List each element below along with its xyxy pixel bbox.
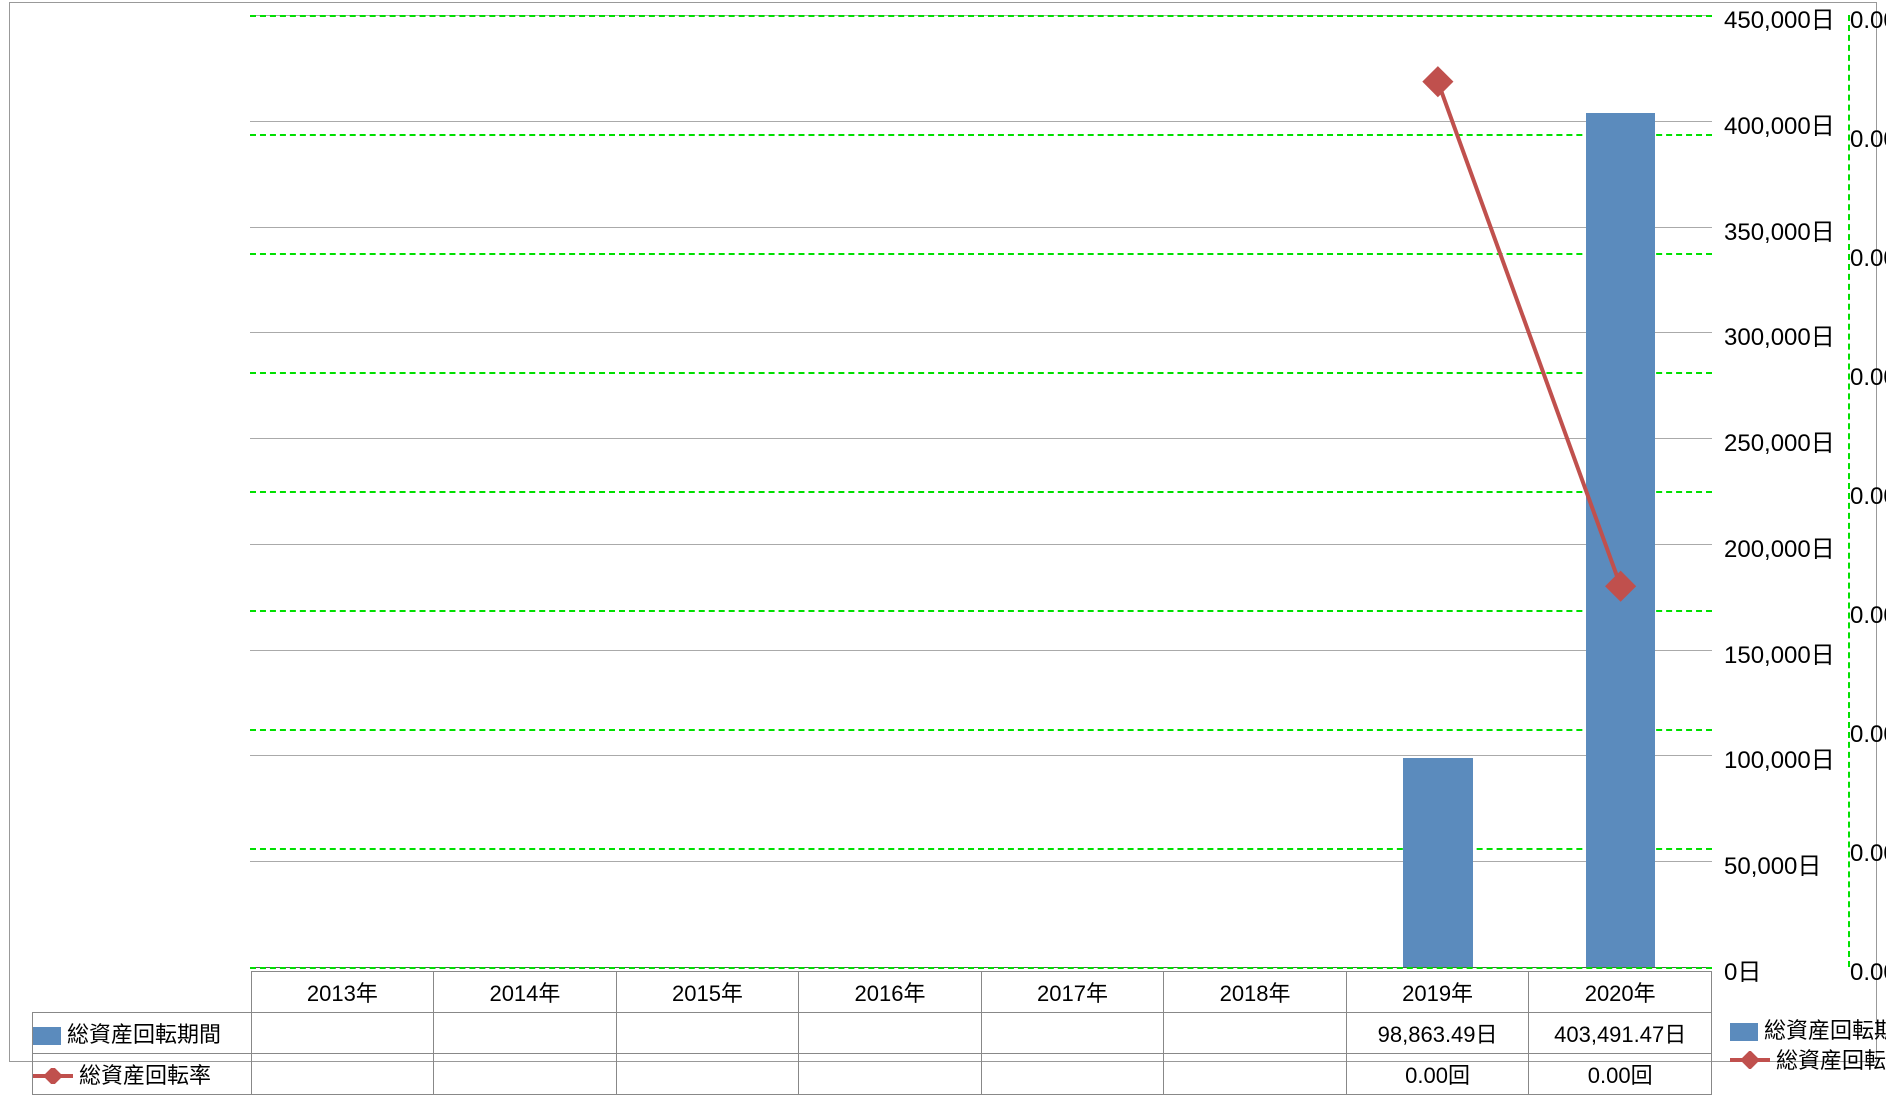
- table-cell: 403,491.47日: [1529, 1013, 1712, 1054]
- table-col-header: 2017年: [981, 972, 1164, 1013]
- table-cell: [981, 1013, 1164, 1054]
- data-table-body: 2013年2014年2015年2016年2017年2018年2019年2020年…: [33, 972, 1712, 1095]
- table-cell: [616, 1054, 799, 1095]
- y1-tick-label: 150,000日: [1724, 635, 1835, 670]
- bar-swatch-icon: [33, 1027, 61, 1045]
- table-header-row: 2013年2014年2015年2016年2017年2018年2019年2020年: [33, 972, 1712, 1013]
- table-cell: [434, 1054, 617, 1095]
- row-header-bar: 総資産回転期間: [33, 1013, 252, 1054]
- gridline-y2: [250, 967, 1712, 969]
- chart-frame: 2013年2014年2015年2016年2017年2018年2019年2020年…: [9, 2, 1877, 1062]
- y2-tick-label: 0.00回: [1850, 0, 1886, 35]
- table-col-header: 2019年: [1346, 972, 1529, 1013]
- y2-tick-label: 0.00回: [1850, 357, 1886, 392]
- table-cell: 98,863.49日: [1346, 1013, 1529, 1054]
- table-col-header: 2020年: [1529, 972, 1712, 1013]
- table-col-header: 2018年: [1164, 972, 1347, 1013]
- table-col-header: 2016年: [799, 972, 982, 1013]
- y2-tick-label: 0.00回: [1850, 238, 1886, 273]
- y1-tick-label: 250,000日: [1724, 423, 1835, 458]
- table-cell: [434, 1013, 617, 1054]
- table-row: 総資産回転期間 98,863.49日403,491.47日: [33, 1013, 1712, 1054]
- legend-line: 総資産回転率: [1730, 1043, 1886, 1075]
- table-cell: 0.00回: [1346, 1054, 1529, 1095]
- y1-tick-label: 400,000日: [1724, 106, 1835, 141]
- y2-tick-label: 0.00回: [1850, 833, 1886, 868]
- y2-tick-label: 0.00回: [1850, 119, 1886, 154]
- line-marker: [1605, 571, 1636, 602]
- table-corner: [33, 972, 252, 1013]
- table-row: 総資産回転率 0.00回0.00回: [33, 1054, 1712, 1095]
- line-swatch-icon: [33, 1064, 73, 1090]
- data-table: 2013年2014年2015年2016年2017年2018年2019年2020年…: [32, 971, 1712, 1095]
- table-cell: [799, 1054, 982, 1095]
- table-cell: [616, 1013, 799, 1054]
- y1-tick-label: 350,000日: [1724, 212, 1835, 247]
- y1-tick-label: 450,000日: [1724, 0, 1835, 35]
- legend-bar: 総資産回転期間: [1730, 1013, 1886, 1045]
- row-header-line: 総資産回転率: [33, 1054, 252, 1095]
- line-marker: [1422, 66, 1453, 97]
- table-cell: 0.00回: [1529, 1054, 1712, 1095]
- table-cell: [1164, 1054, 1347, 1095]
- y2-tick-label: 0.00回: [1850, 476, 1886, 511]
- line-series: [250, 15, 1712, 967]
- table-cell: [981, 1054, 1164, 1095]
- y2-tick-label: 0.00回: [1850, 595, 1886, 630]
- y1-tick-label: 0日: [1724, 952, 1761, 987]
- y1-tick-label: 50,000日: [1724, 846, 1821, 881]
- y2-tick-label: 0.00回: [1850, 714, 1886, 749]
- table-cell: [251, 1054, 434, 1095]
- table-col-header: 2014年: [434, 972, 617, 1013]
- legend-bar-label: 総資産回転期間: [1764, 1018, 1886, 1043]
- table-col-header: 2015年: [616, 972, 799, 1013]
- y1-tick-label: 100,000日: [1724, 740, 1835, 775]
- table-col-header: 2013年: [251, 972, 434, 1013]
- legend-line-label: 総資産回転率: [1776, 1048, 1886, 1073]
- plot-area: [250, 15, 1712, 967]
- table-cell: [251, 1013, 434, 1054]
- table-cell: [1164, 1013, 1347, 1054]
- y1-tick-label: 200,000日: [1724, 529, 1835, 564]
- legend-line-swatch: [1730, 1049, 1770, 1075]
- legend-bar-swatch: [1730, 1023, 1758, 1041]
- table-cell: [799, 1013, 982, 1054]
- y2-tick-label: 0.00回: [1850, 952, 1886, 987]
- y1-tick-label: 300,000日: [1724, 317, 1835, 352]
